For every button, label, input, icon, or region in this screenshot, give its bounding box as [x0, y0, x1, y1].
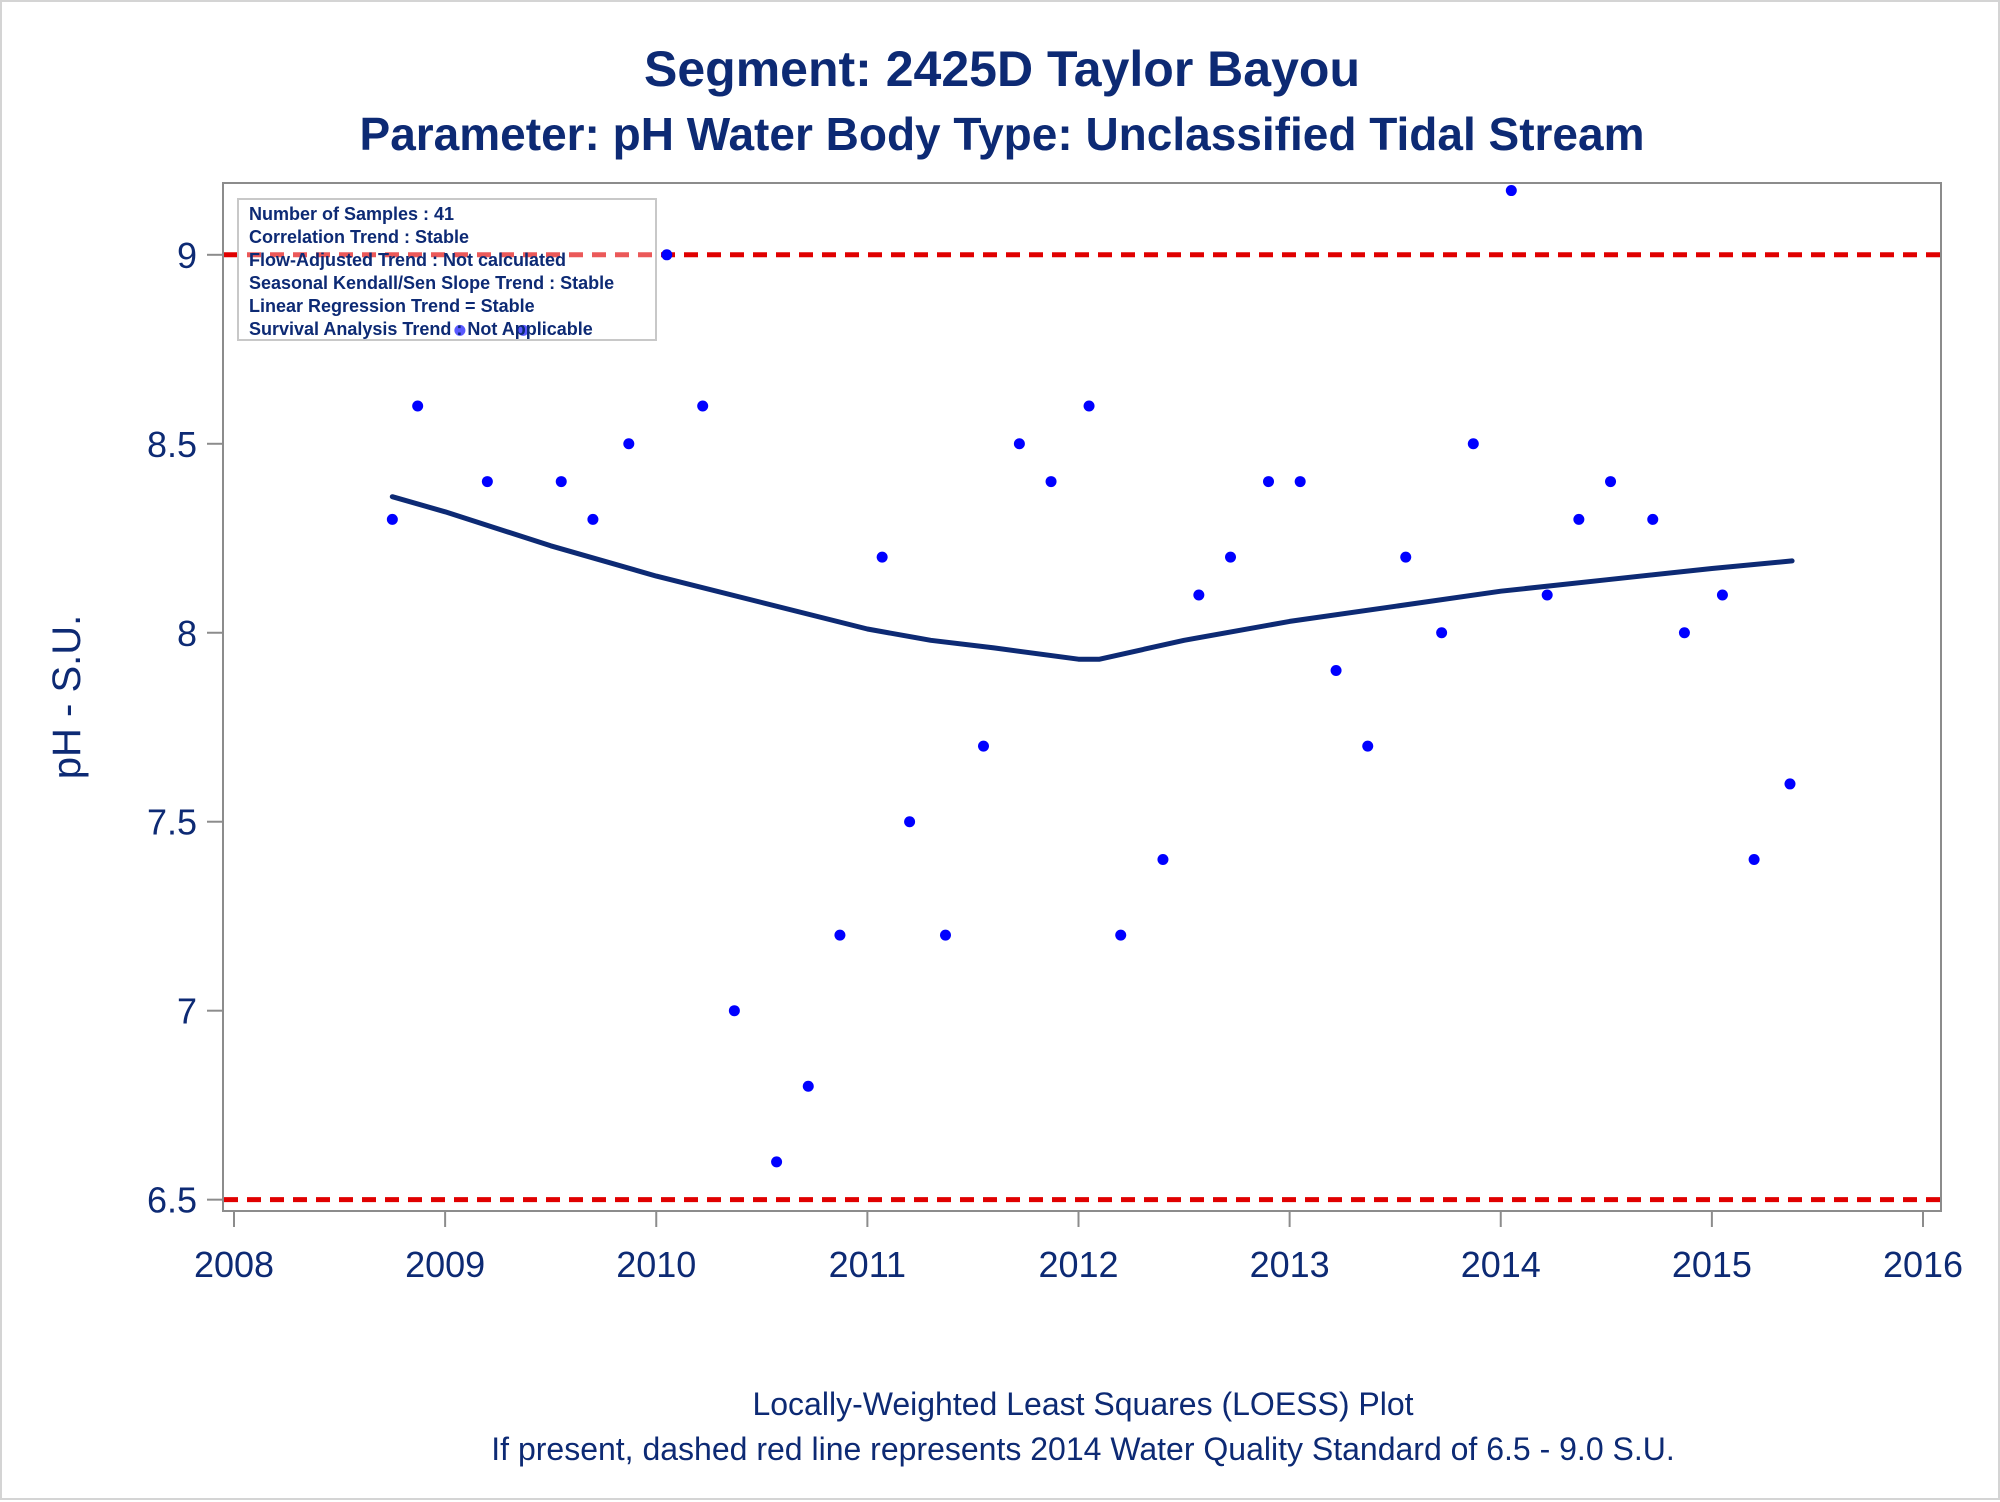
standard-lines	[224, 252, 1940, 1203]
y-tick-label-1: 7	[177, 991, 197, 1032]
loess-curve	[389, 494, 1795, 662]
footer-line-1: Locally-Weighted Least Squares (LOESS) P…	[752, 1386, 1413, 1422]
data-point-1	[412, 400, 424, 412]
data-point-15	[904, 816, 916, 828]
data-point-9	[697, 400, 709, 412]
data-point-18	[1013, 438, 1025, 450]
data-point-32	[1505, 185, 1517, 197]
y-tick-label-5: 9	[177, 235, 197, 276]
data-point-16	[939, 929, 951, 941]
x-tick-label-6: 2014	[1461, 1244, 1541, 1285]
x-tick-label-5: 2013	[1250, 1244, 1330, 1285]
data-point-6	[587, 513, 599, 525]
x-axis: 2008 2009 2010 2011 2012 2013 2014 2015 2016	[194, 1211, 1963, 1285]
loess-line	[389, 494, 1795, 662]
data-point-21	[1115, 929, 1127, 941]
y-tick-label-4: 8.5	[147, 424, 197, 465]
x-tick-label-4: 2012	[1038, 1244, 1118, 1285]
x-tick-label-3: 2011	[829, 1244, 906, 1285]
data-point-40	[1784, 778, 1796, 790]
y-axis: 6.5 7 7.5 8 8.5 9	[147, 235, 223, 1221]
data-point-34	[1573, 513, 1585, 525]
data-point-29	[1400, 551, 1412, 563]
stats-line-2: Flow-Adjusted Trend : Not calculated	[249, 250, 566, 270]
data-point-38	[1716, 589, 1728, 601]
data-point-26	[1294, 476, 1306, 488]
y-tick-label-2: 7.5	[147, 802, 197, 843]
data-point-3	[481, 476, 493, 488]
data-point-17	[977, 740, 989, 752]
data-point-35	[1605, 476, 1617, 488]
chart-subtitle: Parameter: pH Water Body Type: Unclassif…	[360, 108, 1645, 160]
data-point-33	[1541, 589, 1553, 601]
data-point-36	[1647, 513, 1659, 525]
footer-line-2: If present, dashed red line represents 2…	[491, 1431, 1674, 1467]
plot-area	[222, 182, 1942, 1212]
data-point-28	[1362, 740, 1374, 752]
data-point-12	[802, 1080, 814, 1092]
data-point-7	[623, 438, 635, 450]
data-point-25	[1263, 476, 1275, 488]
data-point-37	[1678, 627, 1690, 639]
data-point-4	[517, 324, 529, 336]
data-point-27	[1330, 665, 1342, 677]
data-point-2	[454, 324, 466, 336]
stats-line-3: Seasonal Kendall/Sen Slope Trend : Stabl…	[249, 273, 614, 293]
stats-line-1: Correlation Trend : Stable	[249, 227, 469, 247]
data-point-0	[386, 513, 398, 525]
data-point-30	[1436, 627, 1448, 639]
sample-points	[386, 185, 1796, 1168]
data-point-22	[1157, 854, 1169, 866]
data-point-11	[771, 1156, 783, 1168]
stats-line-5: Survival Analysis Trend : Not Applicable	[249, 319, 593, 339]
y-tick-label-0: 6.5	[147, 1180, 197, 1221]
data-point-31	[1467, 438, 1479, 450]
data-point-8	[661, 249, 673, 261]
x-tick-label-8: 2016	[1883, 1244, 1963, 1285]
chart-title: Segment: 2425D Taylor Bayou	[644, 41, 1360, 97]
data-point-19	[1045, 476, 1057, 488]
x-tick-label-1: 2009	[405, 1244, 485, 1285]
stats-line-0: Number of Samples : 41	[249, 204, 454, 224]
y-tick-label-3: 8	[177, 613, 197, 654]
stats-line-4: Linear Regression Trend = Stable	[249, 296, 535, 316]
x-tick-label-0: 2008	[194, 1244, 274, 1285]
x-tick-label-2: 2010	[616, 1244, 696, 1285]
data-point-13	[834, 929, 846, 941]
stats-box	[237, 198, 657, 341]
stats-box-text: Number of Samples : 41 Correlation Trend …	[249, 204, 614, 339]
y-axis-label: pH - S.U.	[45, 615, 89, 779]
data-point-23	[1193, 589, 1205, 601]
data-point-24	[1225, 551, 1237, 563]
data-point-10	[728, 1005, 740, 1017]
data-point-5	[555, 476, 567, 488]
data-point-39	[1748, 854, 1760, 866]
data-point-20	[1083, 400, 1095, 412]
x-tick-label-7: 2015	[1672, 1244, 1752, 1285]
data-point-14	[876, 551, 888, 563]
